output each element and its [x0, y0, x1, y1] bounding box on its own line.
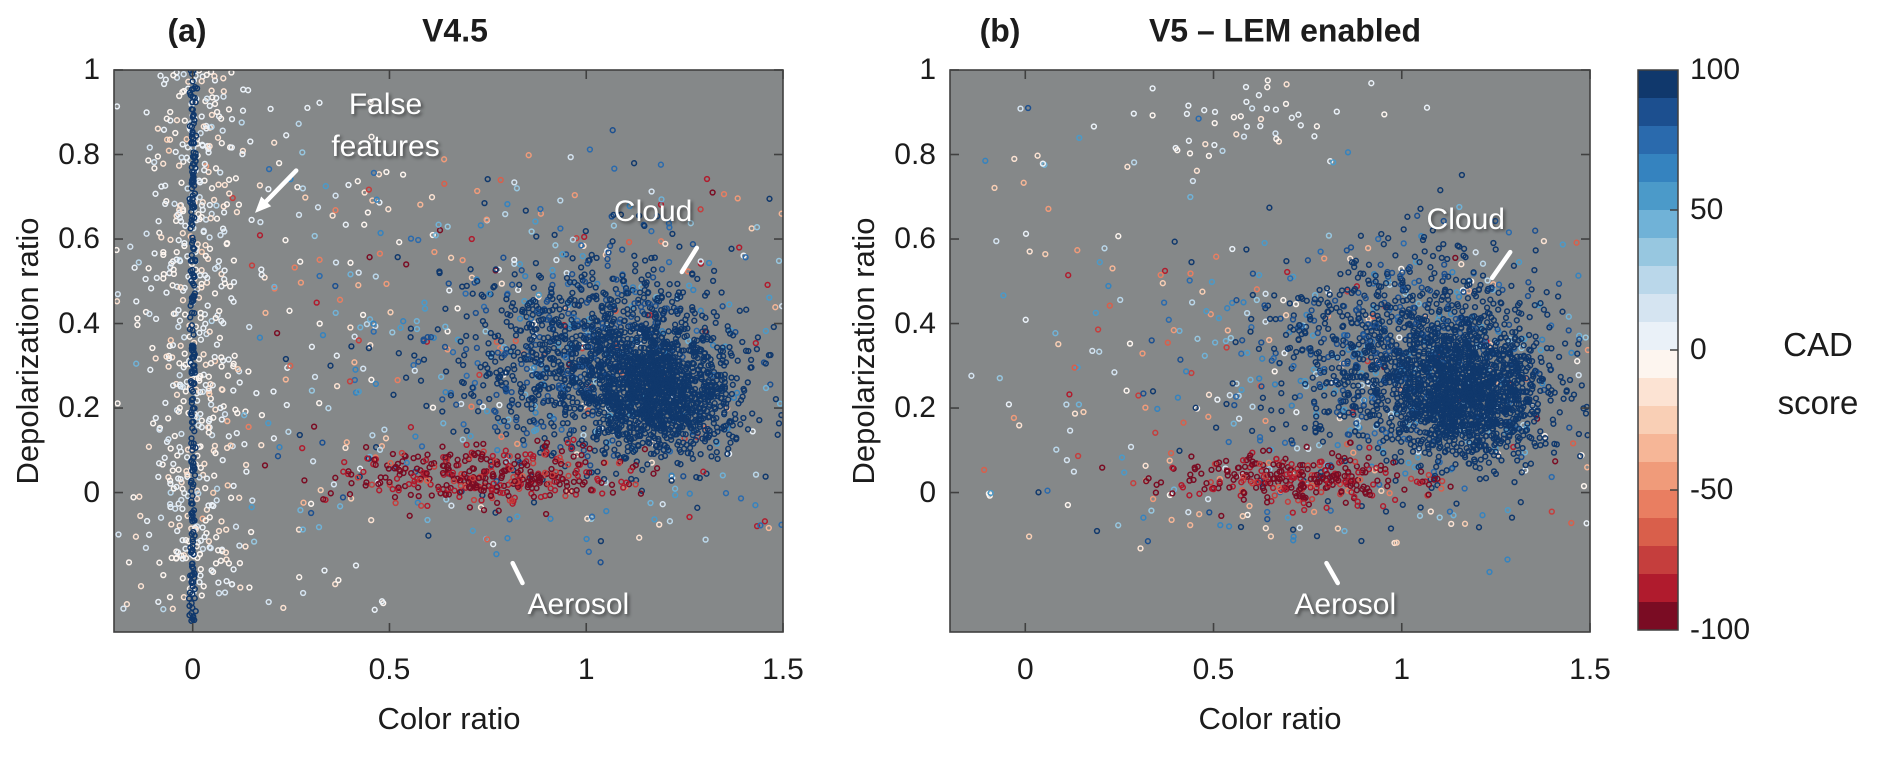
panel-b-axes-box: [949, 69, 1591, 633]
panel-b-points: [968, 77, 1590, 576]
cluster-cloud-core: [1341, 285, 1590, 508]
cluster-cloud-core: [528, 279, 783, 494]
annotation-aerosol-arrow: [510, 560, 525, 586]
annotation-aerosol-arrow: [1324, 560, 1341, 586]
cluster-false-features-line: [185, 70, 201, 624]
annotation-cloud-arrow: [1489, 249, 1513, 281]
cluster-aerosol-band: [1099, 439, 1559, 520]
cluster-false-features-column: [114, 70, 265, 601]
annotation-cloud-arrow: [679, 245, 700, 275]
panel-a-axes-box: [113, 69, 784, 633]
annotation-false-features-arrow: [255, 168, 299, 213]
cluster-mixed-background: [1064, 237, 1590, 547]
panel-a-points: [114, 70, 783, 624]
cluster-aerosol-band: [261, 433, 707, 519]
cluster-left-sparse: [968, 102, 1236, 552]
colorbar: [1637, 69, 1679, 631]
